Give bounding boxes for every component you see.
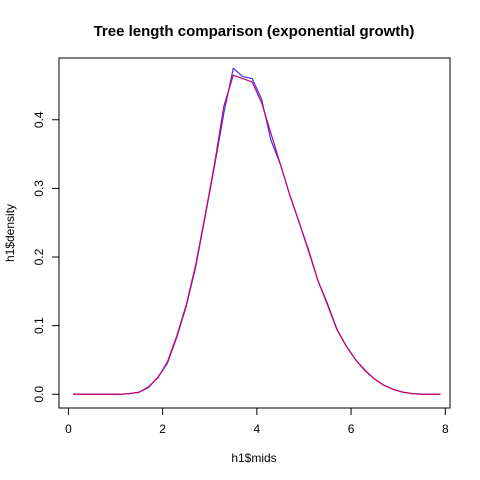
y-tick-label: 0.2	[32, 248, 46, 265]
x-tick-label: 8	[442, 422, 449, 436]
x-tick-label: 2	[159, 422, 166, 436]
y-axis-label: h1$density	[3, 204, 17, 262]
x-tick-label: 6	[348, 422, 355, 436]
y-tick-label: 0.3	[32, 180, 46, 197]
chart-title: Tree length comparison (exponential grow…	[94, 23, 415, 40]
y-tick-label: 0.1	[32, 317, 46, 334]
plot-frame	[58, 57, 451, 409]
series-layer	[73, 67, 441, 395]
y-axis: 0.0 0.1 0.2 0.3 0.4	[32, 111, 60, 403]
x-tick-label: 4	[254, 422, 261, 436]
x-tick-label: 0	[65, 422, 72, 436]
series-line-h1	[73, 67, 441, 395]
series-line-h2	[73, 74, 441, 395]
x-axis-label: h1$mids	[231, 451, 276, 465]
y-tick-label: 0.0	[32, 386, 46, 403]
x-axis: 0 2 4 6 8	[65, 407, 449, 436]
y-tick-label: 0.4	[32, 111, 46, 128]
